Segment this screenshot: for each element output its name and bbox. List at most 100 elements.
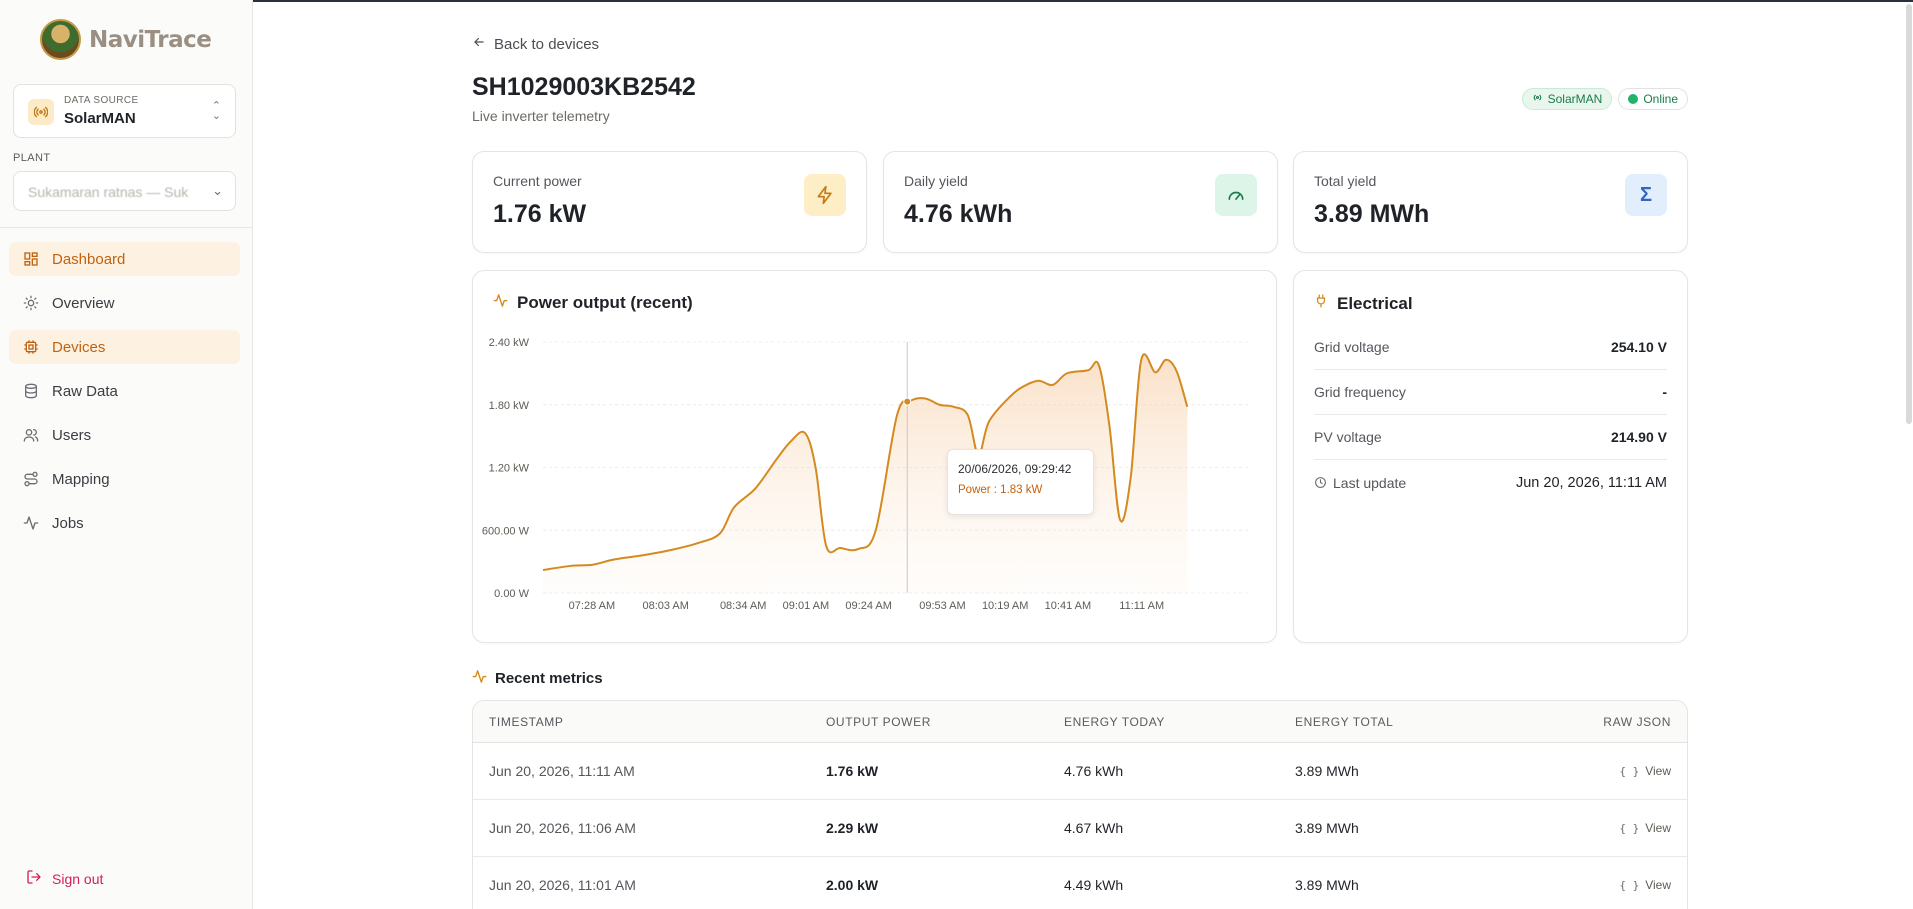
sidebar-item-label: Devices (52, 338, 106, 356)
power-chart-card: Power output (recent) 0.00 W 600.00 W 1.20… (472, 270, 1277, 643)
recent-metrics-table: TIMESTAMP OUTPUT POWER ENERGY TODAY ENER… (472, 700, 1688, 909)
page-scrollbar[interactable] (1905, 0, 1913, 909)
table-row: Jun 20, 2026, 11:11 AM 1.76 kW 4.76 kWh … (473, 743, 1687, 800)
cell-energy-today: 4.76 kWh (1064, 763, 1124, 779)
electrical-title: Electrical (1337, 293, 1413, 313)
y-tick-label: 600.00 W (482, 525, 530, 537)
sidebar-item-mapping[interactable]: Mapping (9, 462, 240, 496)
plant-placeholder: Sukamaran ratnas — Suk (28, 184, 189, 200)
data-source-caption: DATA SOURCE (64, 95, 139, 106)
gauge-icon (1215, 174, 1257, 216)
sidebar-item-jobs[interactable]: Jobs (9, 506, 240, 540)
x-tick-label: 08:34 AM (720, 600, 766, 612)
view-label: View (1645, 764, 1671, 778)
online-dot-icon (1628, 94, 1639, 104)
online-badge: Online (1618, 88, 1688, 110)
stat-card-total-yield: Total yield 3.89 MWh Σ (1293, 151, 1688, 253)
sidebar-item-label: Users (52, 426, 92, 444)
braces-icon: { } (1619, 878, 1640, 892)
data-source-value: SolarMAN (64, 110, 136, 127)
page-subtitle: Live inverter telemetry (472, 108, 610, 124)
sidebar-item-users[interactable]: Users (9, 418, 240, 452)
stat-card-current-power: Current power 1.76 kW (472, 151, 867, 253)
electrical-row-grid-frequency: Grid frequency - (1314, 370, 1667, 415)
plant-label: PLANT (13, 152, 51, 164)
sidebar-nav: Dashboard Overview Devices Raw Data User… (9, 242, 240, 550)
logout-icon (26, 869, 42, 888)
chart-card-title: Power output (recent) (493, 293, 693, 313)
sidebar: NaviTrace DATA SOURCE SolarMAN ⌃ ⌄ PLANT … (0, 0, 253, 909)
row-key: Grid frequency (1314, 384, 1406, 400)
y-tick-label: 1.20 kW (489, 463, 530, 475)
column-header[interactable]: ENERGY TODAY (1064, 714, 1166, 729)
sidebar-item-devices[interactable]: Devices (9, 330, 240, 364)
cell-energy-today: 4.67 kWh (1064, 820, 1124, 836)
row-value: 214.90 V (1610, 429, 1667, 445)
dashboard-icon (22, 250, 40, 268)
app-name: NaviTrace (89, 26, 212, 53)
hover-point (903, 397, 912, 406)
sidebar-item-label: Jobs (52, 514, 84, 532)
recent-metrics-title: Recent metrics (495, 670, 603, 687)
column-header[interactable]: TIMESTAMP (489, 714, 564, 729)
source-badge: SolarMAN (1521, 88, 1613, 110)
chart-tooltip: 20/06/2026, 09:29:42 Power : 1.83 kW (947, 449, 1094, 515)
sign-out-button[interactable]: Sign out (26, 869, 103, 888)
status-badges: SolarMAN Online (1521, 88, 1688, 110)
electrical-row-pv-voltage: PV voltage 214.90 V (1314, 415, 1667, 460)
power-chart[interactable]: 0.00 W 600.00 W 1.20 kW 1.80 kW 2.40 kW 07:2… (473, 271, 1278, 644)
cell-output-power: 1.76 kW (826, 763, 879, 779)
cell-energy-total: 3.89 MWh (1295, 877, 1359, 893)
column-header: RAW JSON (1603, 714, 1671, 729)
view-raw-json-button[interactable]: { } View (1619, 800, 1671, 856)
electrical-card-title: Electrical (1314, 293, 1413, 314)
view-raw-json-button[interactable]: { } View (1619, 857, 1671, 909)
chevrons-up-down-icon: ⌃ ⌄ (211, 100, 221, 122)
braces-icon: { } (1619, 764, 1640, 778)
page-title: SH1029003KB2542 (472, 73, 696, 101)
chip-icon (22, 338, 40, 356)
back-to-devices-link[interactable]: Back to devices (472, 35, 599, 53)
tooltip-time: 20/06/2026, 09:29:42 (958, 462, 1072, 476)
cell-energy-today: 4.49 kWh (1064, 877, 1124, 893)
data-source-selector[interactable]: DATA SOURCE SolarMAN ⌃ ⌄ (13, 84, 236, 138)
route-icon (22, 470, 40, 488)
column-header[interactable]: ENERGY TOTAL (1295, 714, 1394, 729)
row-key-wrap: Last update (1314, 475, 1406, 491)
sidebar-item-overview[interactable]: Overview (9, 286, 240, 320)
source-badge-label: SolarMAN (1547, 92, 1603, 106)
x-tick-label: 10:19 AM (982, 600, 1028, 612)
row-key: PV voltage (1314, 429, 1382, 445)
view-raw-json-button[interactable]: { } View (1619, 743, 1671, 799)
recent-metrics-heading: Recent metrics (472, 669, 603, 688)
cell-energy-total: 3.89 MWh (1295, 763, 1359, 779)
stat-card-daily-yield: Daily yield 4.76 kWh (883, 151, 1278, 253)
cell-output-power: 2.00 kW (826, 877, 879, 893)
online-badge-label: Online (1643, 92, 1678, 106)
logo-emblem-icon (40, 19, 81, 60)
sidebar-item-label: Dashboard (52, 250, 126, 268)
stat-value: 1.76 kW (493, 200, 587, 228)
cell-output-power: 2.29 kW (826, 820, 879, 836)
plug-icon (1314, 293, 1328, 314)
sidebar-item-dashboard[interactable]: Dashboard (9, 242, 240, 276)
scrollbar-thumb[interactable] (1906, 4, 1912, 424)
broadcast-icon (28, 99, 54, 125)
column-header[interactable]: OUTPUT POWER (826, 714, 931, 729)
plant-select[interactable]: Sukamaran ratnas — Suk ⌄ (13, 171, 236, 211)
chart-title: Power output (recent) (517, 293, 693, 312)
app-logo[interactable]: NaviTrace (40, 19, 212, 60)
table-header: TIMESTAMP OUTPUT POWER ENERGY TODAY ENER… (473, 701, 1687, 743)
row-key: Last update (1333, 474, 1407, 491)
x-tick-label: 07:28 AM (569, 600, 615, 612)
broadcast-icon (1532, 92, 1543, 106)
sidebar-item-raw-data[interactable]: Raw Data (9, 374, 240, 408)
stat-value: 4.76 kWh (904, 200, 1013, 228)
y-tick-label: 0.00 W (494, 588, 529, 600)
cell-timestamp: Jun 20, 2026, 11:11 AM (489, 763, 635, 779)
table-row: Jun 20, 2026, 11:01 AM 2.00 kW 4.49 kWh … (473, 857, 1687, 909)
sidebar-item-label: Raw Data (52, 382, 118, 400)
y-tick-label: 1.80 kW (489, 400, 530, 412)
stat-value: 3.89 MWh (1314, 200, 1430, 228)
row-value: 254.10 V (1610, 339, 1667, 355)
